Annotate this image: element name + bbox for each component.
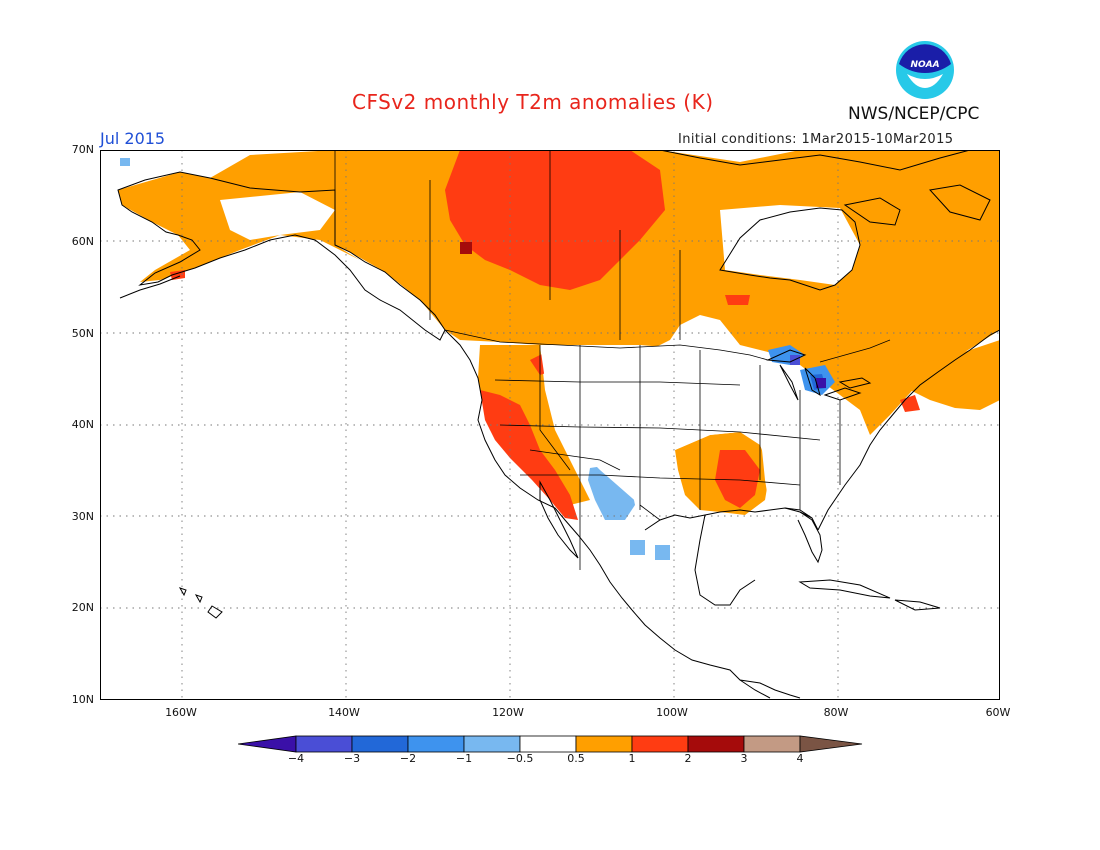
lat-label-70n: 70N: [71, 143, 94, 156]
lon-label-140w: 140W: [328, 706, 360, 719]
lat-label-40n: 40N: [71, 418, 94, 431]
svg-text:NOAA: NOAA: [910, 60, 939, 70]
anomaly-field: [118, 150, 1000, 560]
colorbar-label-05: 0.5: [567, 752, 585, 765]
colorbar-segment: [295, 735, 353, 753]
lat-label-20n: 20N: [71, 601, 94, 614]
anomaly-region: [890, 340, 1000, 410]
anomaly-region: [900, 395, 920, 412]
colorbar-label-m05: −0.5: [506, 752, 534, 765]
colorbar-label-2: 2: [684, 752, 692, 765]
colorbar-arrow-low: [238, 735, 297, 753]
colorbar-label-3: 3: [740, 752, 748, 765]
anomaly-region: [816, 378, 826, 388]
map-title: CFSv2 monthly T2m anomalies (K): [352, 90, 714, 114]
colorbar-segment: [519, 735, 577, 753]
anomaly-region: [655, 545, 670, 560]
anomaly-map: [100, 150, 1000, 700]
colorbar-label-4: 4: [796, 752, 804, 765]
lat-label-10n: 10N: [71, 693, 94, 706]
colorbar: [238, 735, 863, 753]
anomaly-region: [715, 450, 760, 508]
state-province-lines: [334, 150, 891, 570]
lon-label-60w: 60W: [985, 706, 1011, 719]
lat-label-50n: 50N: [71, 327, 94, 340]
colorbar-segment: [687, 735, 745, 753]
colorbar-segment: [407, 735, 465, 753]
agency-label: NWS/NCEP/CPC: [848, 104, 980, 124]
colorbar-label-m2: −2: [399, 752, 417, 765]
anomaly-region: [445, 150, 665, 290]
colorbar-segment: [631, 735, 689, 753]
anomaly-region: [725, 295, 750, 305]
near-normal-region: [760, 390, 870, 515]
lat-label-30n: 30N: [71, 510, 94, 523]
lon-label-160w: 160W: [165, 706, 197, 719]
lon-label-80w: 80W: [823, 706, 849, 719]
near-normal-region: [540, 345, 760, 505]
noaa-logo: NOAA: [896, 41, 954, 99]
anomaly-region: [480, 390, 578, 520]
lon-label-100w: 100W: [656, 706, 688, 719]
near-normal-region: [220, 192, 335, 240]
anomaly-region: [478, 345, 590, 505]
colorbar-label-1: 1: [628, 752, 636, 765]
colorbar-label-m1: −1: [455, 752, 473, 765]
colorbar-label-m3: −3: [343, 752, 361, 765]
forecast-period: Jul 2015: [100, 129, 166, 148]
lon-label-120w: 120W: [492, 706, 524, 719]
colorbar-segment: [463, 735, 521, 753]
anomaly-region: [630, 540, 645, 555]
initial-conditions: Initial conditions: 1Mar2015-10Mar2015: [678, 132, 954, 147]
colorbar-segment: [575, 735, 633, 753]
colorbar-segment: [351, 735, 409, 753]
anomaly-region: [460, 242, 472, 254]
lat-label-60n: 60N: [71, 235, 94, 248]
colorbar-label-m4: −4: [287, 752, 305, 765]
colorbar-segment: [743, 735, 801, 753]
colorbar-arrow-high: [799, 735, 863, 753]
anomaly-region: [120, 158, 130, 166]
